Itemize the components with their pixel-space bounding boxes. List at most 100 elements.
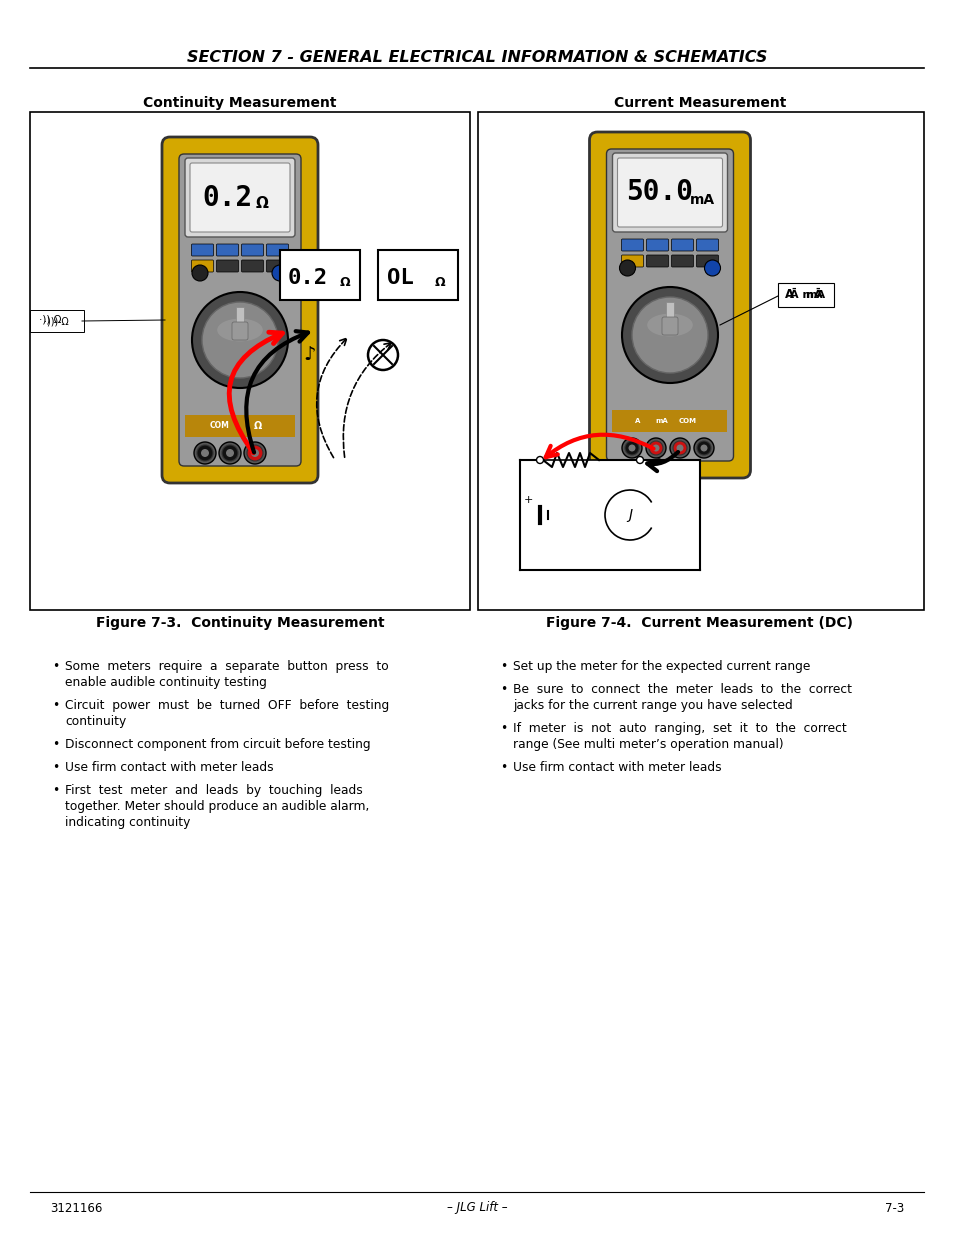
Text: Figure 7-3.  Continuity Measurement: Figure 7-3. Continuity Measurement: [95, 616, 384, 630]
Bar: [280, 249, 359, 300]
Circle shape: [226, 450, 233, 457]
FancyBboxPatch shape: [589, 132, 750, 478]
FancyBboxPatch shape: [612, 153, 727, 232]
FancyBboxPatch shape: [646, 254, 668, 267]
Text: mA: mA: [655, 417, 668, 424]
Text: A: A: [784, 289, 794, 301]
Ellipse shape: [646, 314, 692, 336]
FancyBboxPatch shape: [216, 261, 238, 272]
Circle shape: [631, 296, 707, 373]
Circle shape: [652, 445, 659, 452]
Text: OL: OL: [386, 268, 413, 288]
FancyBboxPatch shape: [266, 245, 288, 256]
Text: 50.0: 50.0: [626, 179, 693, 206]
Text: A: A: [635, 417, 640, 424]
FancyBboxPatch shape: [266, 261, 288, 272]
FancyBboxPatch shape: [606, 149, 733, 461]
Bar: [235, 308, 244, 335]
Text: Set up the meter for the expected current range: Set up the meter for the expected curren…: [513, 659, 809, 673]
Text: Ā mĀ: Ā mĀ: [789, 290, 821, 300]
FancyBboxPatch shape: [190, 163, 290, 232]
Text: ♪: ♪: [303, 346, 315, 364]
FancyBboxPatch shape: [661, 317, 678, 335]
Text: 7-3: 7-3: [883, 1202, 903, 1214]
Circle shape: [648, 441, 662, 454]
Bar: [30, 112, 470, 610]
Text: enable audible continuity testing: enable audible continuity testing: [65, 676, 267, 689]
Text: •: •: [499, 659, 507, 673]
Circle shape: [244, 442, 266, 464]
Circle shape: [368, 340, 397, 370]
Text: Use firm contact with meter leads: Use firm contact with meter leads: [65, 761, 274, 774]
Text: Current Measurement: Current Measurement: [613, 96, 785, 110]
Text: •: •: [52, 761, 59, 774]
Text: together. Meter should produce an audible alarm,: together. Meter should produce an audibl…: [65, 800, 369, 813]
FancyBboxPatch shape: [185, 158, 294, 237]
FancyBboxPatch shape: [778, 283, 833, 308]
FancyArrowPatch shape: [229, 332, 282, 453]
Circle shape: [672, 441, 686, 454]
Circle shape: [621, 287, 718, 383]
Text: jacks for the current range you have selected: jacks for the current range you have sel…: [513, 699, 792, 713]
Text: Ω: Ω: [253, 421, 262, 431]
Text: COM: COM: [679, 417, 697, 424]
FancyArrowPatch shape: [545, 435, 653, 457]
Circle shape: [202, 303, 277, 378]
Text: Figure 7-4.  Current Measurement (DC): Figure 7-4. Current Measurement (DC): [546, 616, 853, 630]
Text: Ω: Ω: [435, 277, 445, 289]
Circle shape: [618, 261, 635, 275]
Text: If  meter  is  not  auto  ranging,  set  it  to  the  correct: If meter is not auto ranging, set it to …: [513, 722, 846, 735]
Circle shape: [703, 261, 720, 275]
Text: •: •: [499, 761, 507, 774]
Text: Circuit  power  must  be  turned  OFF  before  testing: Circuit power must be turned OFF before …: [65, 699, 389, 713]
FancyBboxPatch shape: [620, 240, 643, 251]
Bar: [185, 415, 294, 437]
Text: Disconnect component from circuit before testing: Disconnect component from circuit before…: [65, 739, 370, 751]
Text: J: J: [627, 508, 632, 522]
Bar: [519, 459, 700, 571]
FancyBboxPatch shape: [241, 245, 263, 256]
FancyArrowPatch shape: [246, 331, 308, 452]
FancyBboxPatch shape: [192, 245, 213, 256]
FancyBboxPatch shape: [617, 158, 721, 227]
Circle shape: [192, 266, 208, 282]
Text: mA: mA: [689, 193, 714, 206]
FancyBboxPatch shape: [646, 240, 668, 251]
Text: •: •: [499, 683, 507, 697]
Circle shape: [222, 445, 237, 461]
Text: continuity: continuity: [65, 715, 126, 727]
Circle shape: [247, 445, 263, 461]
Circle shape: [196, 445, 213, 461]
FancyBboxPatch shape: [162, 137, 317, 483]
Text: SECTION 7 - GENERAL ELECTRICAL INFORMATION & SCHEMATICS: SECTION 7 - GENERAL ELECTRICAL INFORMATI…: [187, 51, 766, 65]
Circle shape: [693, 438, 713, 458]
Circle shape: [645, 438, 665, 458]
FancyArrowPatch shape: [343, 343, 391, 457]
FancyBboxPatch shape: [179, 154, 301, 466]
Text: •: •: [52, 739, 59, 751]
Text: 0.2: 0.2: [288, 268, 328, 288]
FancyArrowPatch shape: [316, 338, 346, 458]
Ellipse shape: [217, 319, 262, 341]
Bar: [477, 112, 923, 610]
Text: Continuity Measurement: Continuity Measurement: [143, 96, 336, 110]
Circle shape: [624, 441, 639, 454]
Circle shape: [628, 445, 635, 452]
FancyBboxPatch shape: [30, 310, 84, 332]
Circle shape: [219, 442, 241, 464]
FancyBboxPatch shape: [671, 240, 693, 251]
Text: 0.2: 0.2: [203, 184, 253, 211]
Text: Ω: Ω: [339, 277, 350, 289]
Text: •: •: [499, 722, 507, 735]
Text: •: •: [52, 659, 59, 673]
Circle shape: [536, 457, 543, 463]
Circle shape: [251, 450, 258, 457]
Text: •: •: [52, 699, 59, 713]
Circle shape: [621, 438, 641, 458]
Circle shape: [201, 450, 209, 457]
Circle shape: [669, 438, 689, 458]
Text: First  test  meter  and  leads  by  touching  leads: First test meter and leads by touching l…: [65, 784, 362, 797]
Text: mA: mA: [804, 290, 824, 300]
Circle shape: [700, 445, 707, 452]
FancyArrowPatch shape: [646, 452, 678, 471]
